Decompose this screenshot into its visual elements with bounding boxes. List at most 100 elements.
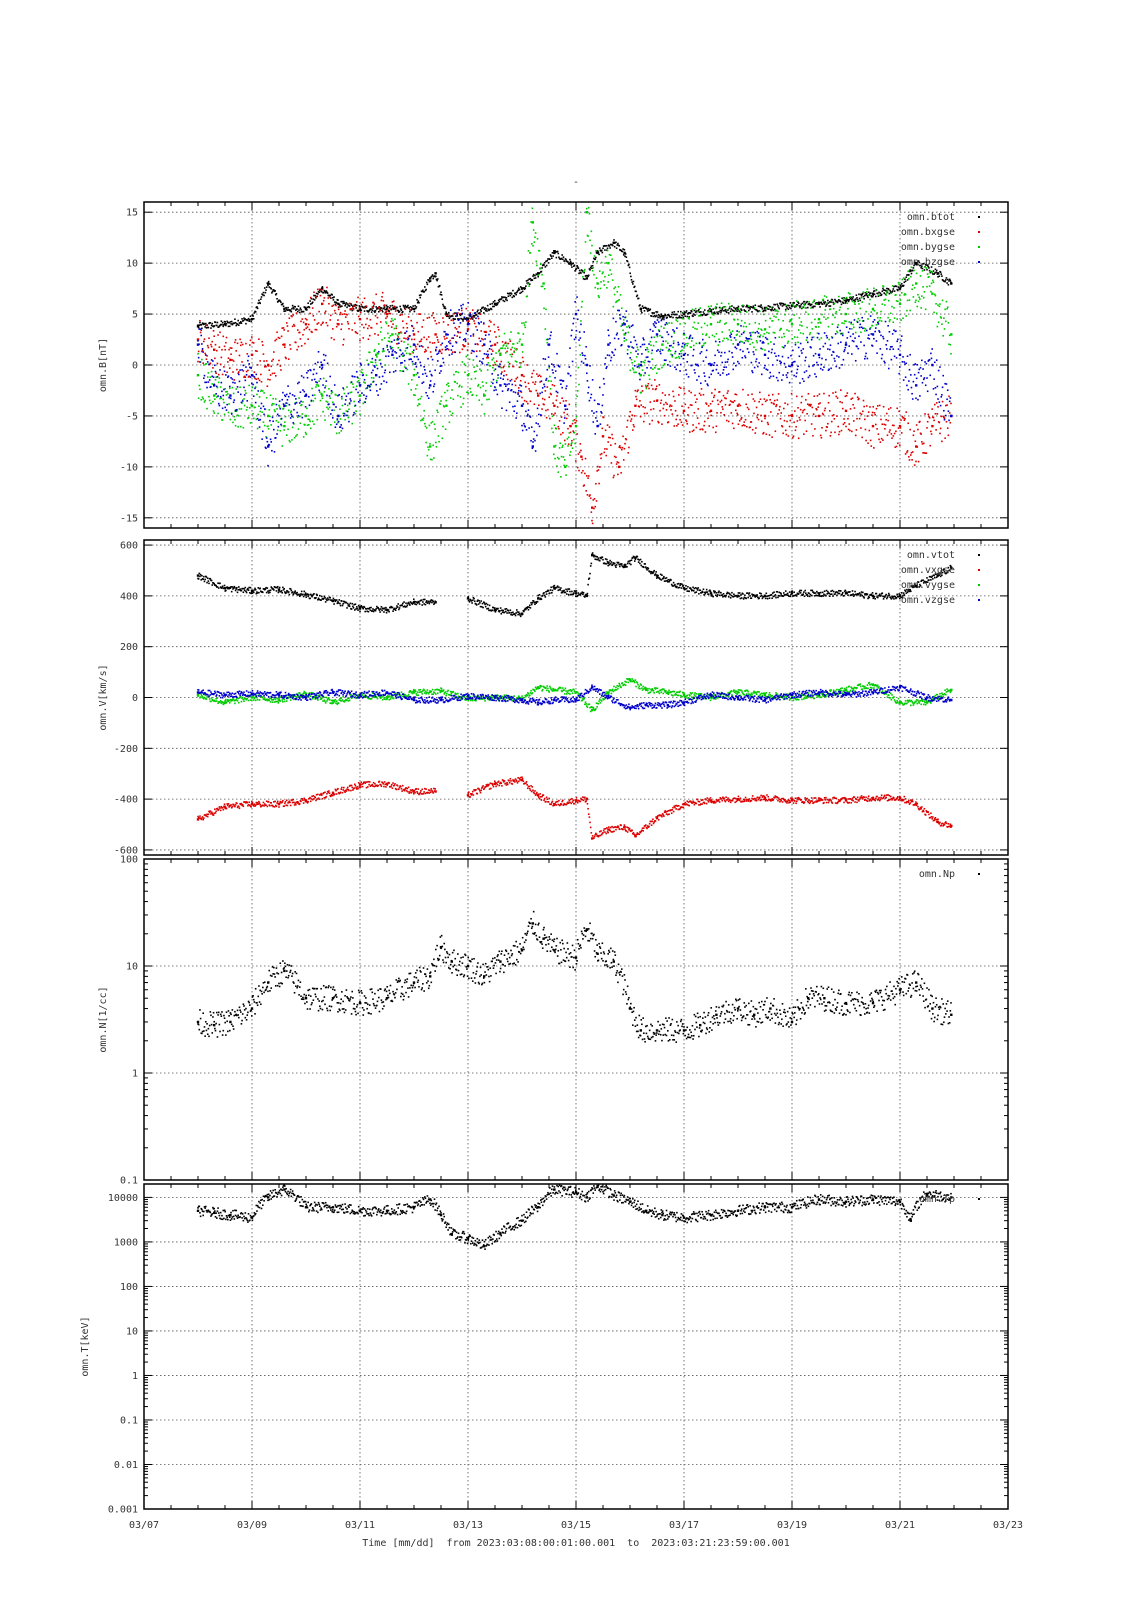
data-point — [234, 318, 236, 321]
data-point — [768, 350, 770, 353]
data-point — [220, 397, 223, 399]
data-point — [271, 449, 273, 452]
data-point — [762, 335, 764, 338]
data-point — [220, 381, 223, 384]
data-point — [586, 494, 589, 496]
data-point — [574, 270, 576, 272]
data-point — [267, 414, 270, 418]
data-point — [673, 332, 676, 334]
data-point — [395, 325, 398, 327]
data-point — [273, 403, 275, 405]
data-point — [444, 428, 447, 431]
data-point — [560, 433, 562, 436]
data-point — [346, 303, 349, 305]
data-point — [594, 505, 597, 508]
data-point — [231, 378, 234, 380]
data-point — [761, 307, 764, 310]
data-point — [820, 363, 823, 366]
data-point — [559, 379, 562, 382]
data-point — [880, 293, 883, 296]
data-point — [705, 356, 707, 359]
data-point — [949, 421, 952, 424]
data-point — [603, 383, 606, 385]
data-point — [324, 385, 327, 387]
data-point — [521, 322, 523, 324]
data-point — [748, 337, 751, 340]
data-point — [323, 391, 326, 393]
data-point — [913, 269, 915, 272]
data-point — [615, 301, 617, 304]
data-point — [407, 337, 410, 340]
data-point — [605, 262, 608, 264]
data-point — [459, 322, 462, 324]
data-point — [898, 283, 900, 286]
data-point — [731, 401, 733, 403]
data-point — [575, 267, 578, 270]
data-point — [367, 311, 370, 313]
data-point — [906, 450, 909, 452]
data-point — [821, 369, 824, 371]
data-point — [524, 326, 527, 329]
data-point — [852, 333, 854, 335]
data-point — [751, 341, 754, 344]
data-point — [420, 294, 422, 296]
data-point — [225, 322, 228, 325]
data-point — [315, 381, 317, 383]
data-point — [752, 305, 755, 308]
data-point — [440, 344, 442, 346]
data-point — [444, 338, 446, 340]
data-point — [250, 353, 254, 357]
data-point — [803, 371, 806, 374]
data-point — [416, 355, 418, 358]
data-point — [403, 354, 405, 357]
data-point — [740, 416, 743, 419]
data-point — [807, 392, 810, 395]
data-point — [295, 309, 297, 312]
data-point — [509, 353, 512, 356]
data-point — [869, 298, 871, 301]
data-point — [219, 369, 221, 371]
data-point — [843, 299, 846, 302]
data-point — [426, 317, 429, 319]
data-point — [390, 326, 393, 328]
data-point — [909, 353, 911, 356]
data-point — [331, 409, 333, 412]
data-point — [368, 309, 371, 311]
data-point — [740, 418, 742, 420]
data-point — [898, 287, 901, 290]
data-point — [335, 394, 337, 396]
data-point — [802, 332, 805, 335]
data-point — [939, 432, 941, 435]
data-point — [867, 334, 870, 336]
data-point — [645, 386, 648, 388]
data-point — [682, 357, 685, 360]
data-point — [228, 367, 231, 369]
data-point — [237, 372, 239, 375]
data-point — [379, 321, 382, 323]
data-point — [781, 302, 783, 305]
data-point — [707, 305, 710, 308]
data-point — [240, 408, 243, 410]
data-point — [394, 350, 396, 353]
data-point — [849, 335, 852, 338]
data-point — [291, 439, 293, 441]
data-point — [478, 337, 481, 340]
data-point — [482, 312, 485, 314]
data-point — [608, 274, 610, 276]
data-point — [872, 294, 875, 297]
data-point — [583, 269, 586, 272]
data-point — [781, 346, 784, 348]
data-point — [374, 333, 376, 335]
data-point — [769, 306, 771, 308]
data-point — [324, 310, 327, 313]
data-point — [922, 286, 924, 288]
data-point — [242, 319, 245, 322]
data-point — [815, 326, 817, 328]
data-point — [456, 313, 458, 316]
data-point — [655, 372, 658, 375]
data-point — [285, 357, 287, 360]
data-point — [308, 418, 311, 421]
data-point — [633, 336, 635, 338]
data-point — [847, 352, 849, 355]
data-point — [488, 325, 490, 328]
